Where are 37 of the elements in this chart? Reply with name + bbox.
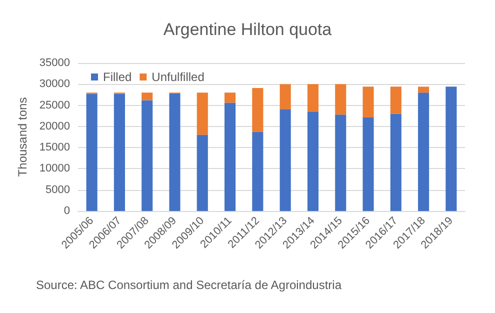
bar <box>280 109 291 211</box>
bar <box>169 93 180 211</box>
bar <box>307 84 318 112</box>
y-tick-label: 10000 <box>39 162 70 175</box>
y-axis-title: Thousand tons <box>16 97 30 177</box>
legend-label: Unfulfilled <box>152 70 204 84</box>
bar <box>418 92 430 211</box>
legend-label: Filled <box>103 70 132 84</box>
y-tick-label: 35000 <box>39 57 70 69</box>
bar <box>114 94 125 211</box>
y-tick-label: 30000 <box>39 78 70 90</box>
bar <box>196 134 208 211</box>
y-tick-label: 20000 <box>39 120 70 132</box>
y-tick-label: 0 <box>64 205 70 217</box>
bar <box>252 132 264 211</box>
y-tick-label: 5000 <box>46 184 70 196</box>
bar <box>335 84 346 115</box>
bar <box>142 100 153 211</box>
source-note: Source: ABC Consortium and Secretaría de Agroindustria <box>36 278 342 292</box>
bar <box>142 92 153 100</box>
bar <box>362 86 374 118</box>
bar <box>307 112 318 211</box>
chart-title: Argentine Hilton quota <box>163 20 332 39</box>
bar <box>224 92 236 103</box>
bar <box>446 86 457 211</box>
bar <box>280 84 291 110</box>
bar <box>390 114 402 211</box>
bar <box>362 118 374 211</box>
bar <box>86 94 98 211</box>
y-tick-label: 25000 <box>39 99 70 112</box>
y-tick-label: 15000 <box>39 142 70 154</box>
bar <box>335 114 346 211</box>
bar <box>418 86 430 93</box>
bar <box>196 92 208 135</box>
bar <box>224 102 236 211</box>
bar <box>390 86 402 114</box>
bar <box>252 88 264 132</box>
